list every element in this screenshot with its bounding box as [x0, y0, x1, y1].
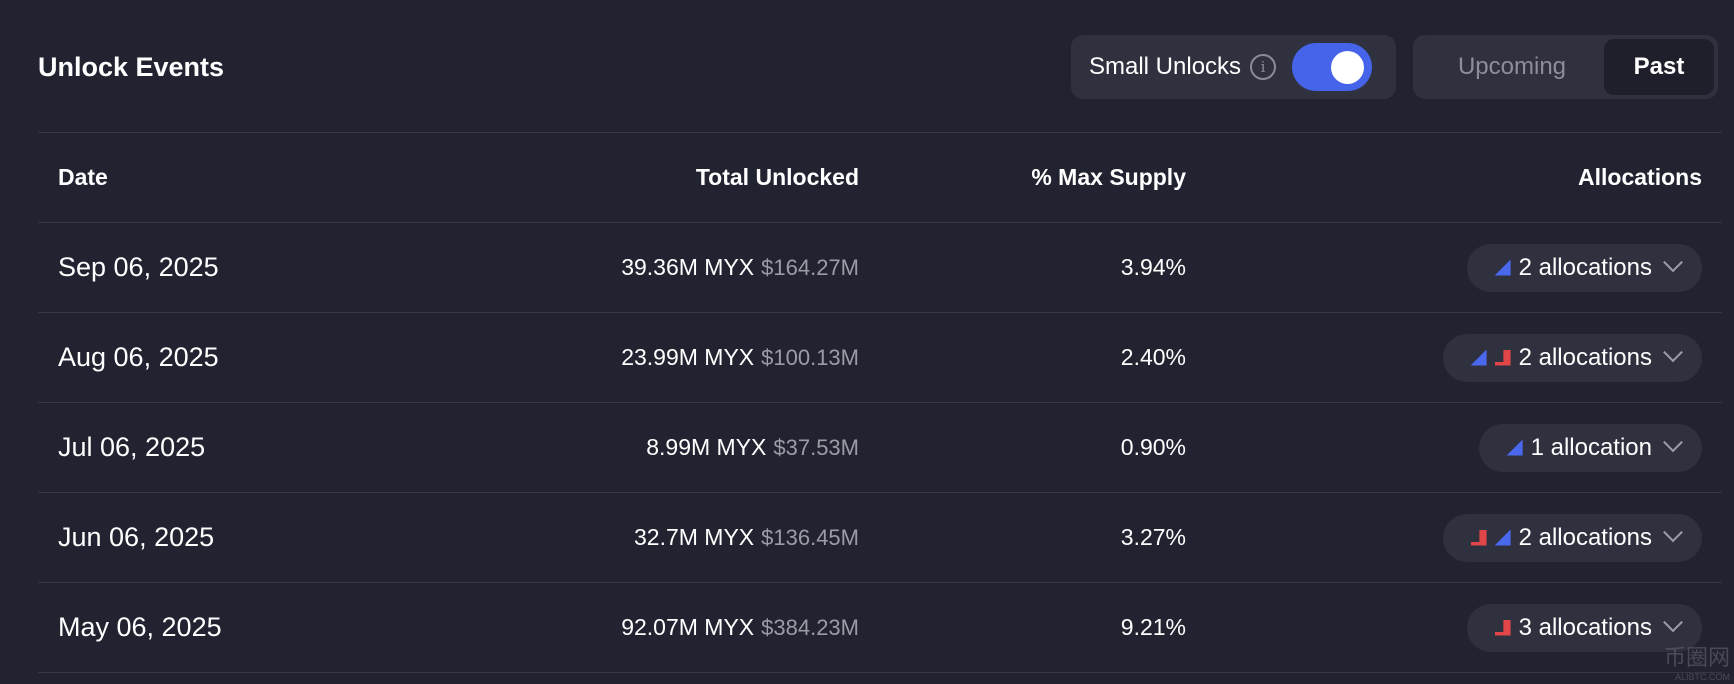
- allocations-label: 3 allocations: [1518, 613, 1652, 641]
- unlock-usd-value: $100.13M: [761, 344, 859, 370]
- header-allocations: Allocations: [1578, 164, 1702, 190]
- row-date: Aug 06, 2025: [58, 342, 219, 372]
- unlock-amount: 39.36M MYX: [621, 254, 755, 280]
- allocations-dropdown[interactable]: 1 allocation: [1478, 423, 1702, 472]
- table-row: Jul 06, 2025 8.99M MYX $37.53M 0.90% 1 al…: [38, 402, 1722, 492]
- unlock-usd-value: $37.53M: [773, 434, 859, 460]
- row-total-unlocked: 8.99M MYX $37.53M: [646, 403, 859, 492]
- allocations-label: 2 allocations: [1518, 343, 1652, 371]
- allocations-label: 2 allocations: [1518, 523, 1652, 551]
- allocations-dropdown[interactable]: 3 allocations: [1466, 603, 1702, 652]
- row-max-supply: 2.40%: [1120, 344, 1186, 370]
- row-allocations: 2 allocations: [1442, 313, 1702, 402]
- unlock-amount: 23.99M MYX: [621, 344, 755, 370]
- row-total-unlocked: 92.07M MYX $384.23M: [621, 583, 859, 672]
- allocations-dropdown[interactable]: 2 allocations: [1442, 333, 1702, 382]
- allocations-label: 1 allocation: [1530, 433, 1652, 461]
- watermark: 币圈网 ALIBTC.COM: [1663, 645, 1730, 682]
- chevron-down-icon: [1663, 251, 1683, 272]
- row-date: Jul 06, 2025: [58, 432, 206, 462]
- row-allocations: 1 allocation: [1478, 403, 1702, 492]
- step-allocation-icon: [1470, 529, 1487, 546]
- unlock-usd-value: $164.27M: [761, 254, 859, 280]
- step-allocation-icon: [1494, 349, 1511, 366]
- unlock-events-table: Date Total Unlocked % Max Supply Allocat…: [38, 132, 1722, 673]
- table-row: May 06, 2025 92.07M MYX $384.23M 9.21% 3 …: [38, 582, 1722, 673]
- triangle-allocation-icon: [1494, 259, 1511, 276]
- triangle-allocation-icon: [1506, 439, 1523, 456]
- row-allocations: 3 allocations: [1466, 583, 1702, 672]
- row-total-unlocked: 32.7M MYX $136.45M: [634, 493, 859, 582]
- chevron-down-icon: [1663, 611, 1683, 632]
- row-date: May 06, 2025: [58, 612, 222, 642]
- row-max-supply: 3.94%: [1120, 254, 1186, 280]
- triangle-allocation-icon: [1470, 349, 1487, 366]
- chevron-down-icon: [1663, 341, 1683, 362]
- toggle-knob: [1331, 51, 1365, 84]
- time-segmented-control: Upcoming Past: [1413, 35, 1718, 99]
- row-allocations: 2 allocations: [1442, 493, 1702, 582]
- unlock-amount: 8.99M MYX: [646, 434, 767, 460]
- allocations-dropdown[interactable]: 2 allocations: [1466, 243, 1702, 292]
- small-unlocks-toggle[interactable]: [1292, 43, 1373, 91]
- tab-upcoming[interactable]: Upcoming: [1457, 53, 1567, 80]
- allocations-label: 2 allocations: [1518, 253, 1652, 281]
- chevron-down-icon: [1663, 431, 1683, 452]
- unlock-amount: 32.7M MYX: [633, 524, 755, 550]
- row-max-supply: 9.21%: [1120, 614, 1186, 640]
- allocations-dropdown[interactable]: 2 allocations: [1442, 513, 1702, 562]
- header-date: Date: [58, 164, 108, 190]
- row-total-unlocked: 23.99M MYX $100.13M: [621, 313, 859, 402]
- small-unlocks-label: Small Unlocks: [1089, 53, 1242, 80]
- header-total-unlocked: Total Unlocked: [695, 164, 859, 190]
- unlock-amount: 92.07M MYX: [621, 614, 755, 640]
- step-allocation-icon: [1494, 619, 1511, 636]
- info-icon[interactable]: i: [1250, 54, 1277, 80]
- page-title: Unlock Events: [38, 52, 225, 82]
- table-row: Sep 06, 2025 39.36M MYX $164.27M 3.94% 2 …: [38, 222, 1722, 312]
- triangle-allocation-icon: [1494, 529, 1511, 546]
- row-max-supply: 0.90%: [1120, 434, 1186, 460]
- unlock-usd-value: $384.23M: [761, 614, 859, 640]
- row-allocations: 2 allocations: [1466, 223, 1702, 312]
- tab-past[interactable]: Past: [1604, 39, 1714, 95]
- row-max-supply: 3.27%: [1120, 524, 1186, 550]
- row-total-unlocked: 39.36M MYX $164.27M: [621, 223, 859, 312]
- row-date: Jun 06, 2025: [58, 522, 215, 552]
- chevron-down-icon: [1663, 521, 1683, 542]
- table-row: Aug 06, 2025 23.99M MYX $100.13M 2.40% 2 …: [38, 312, 1722, 402]
- row-date: Sep 06, 2025: [58, 252, 219, 282]
- table-header: Date Total Unlocked % Max Supply Allocat…: [38, 132, 1722, 222]
- table-row: Jun 06, 2025 32.7M MYX $136.45M 3.27% 2 a…: [38, 492, 1722, 582]
- small-unlocks-control: Small Unlocks i: [1071, 35, 1396, 99]
- header-max-supply: % Max Supply: [1031, 164, 1186, 190]
- unlock-usd-value: $136.45M: [761, 524, 859, 550]
